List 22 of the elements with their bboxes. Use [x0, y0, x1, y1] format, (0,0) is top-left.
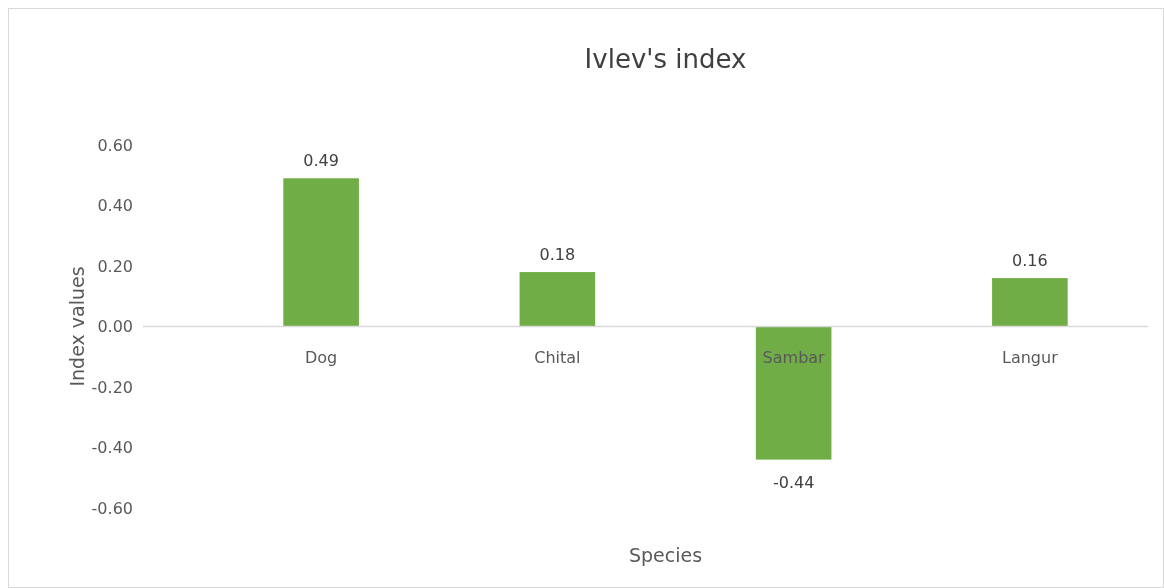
y-tick-label: -0.60 — [91, 498, 133, 518]
y-tick-label: 0.00 — [97, 317, 133, 337]
y-axis-title: Index values — [66, 266, 88, 387]
data-label: 0.49 — [303, 151, 339, 171]
bar — [992, 278, 1068, 327]
y-tick-label: 0.60 — [97, 135, 133, 155]
bar — [519, 272, 596, 327]
x-tick-label: Langur — [1002, 347, 1059, 367]
y-tick-label: 0.40 — [97, 196, 133, 216]
y-tick-label: -0.40 — [91, 438, 133, 458]
x-axis-title: Species — [628, 544, 703, 566]
x-tick-label: Dog — [304, 347, 338, 367]
chart-title: Ivlev's index — [584, 44, 747, 74]
x-tick-label: Chital — [534, 347, 581, 367]
data-label: -0.44 — [772, 472, 815, 492]
y-tick-label: -0.20 — [91, 377, 133, 397]
x-tick-label: Sambar — [762, 347, 826, 367]
data-label: 0.18 — [539, 245, 576, 265]
y-tick-label: 0.20 — [97, 256, 133, 276]
data-label: 0.16 — [1012, 251, 1048, 271]
bar — [755, 326, 832, 460]
bar — [283, 178, 359, 327]
